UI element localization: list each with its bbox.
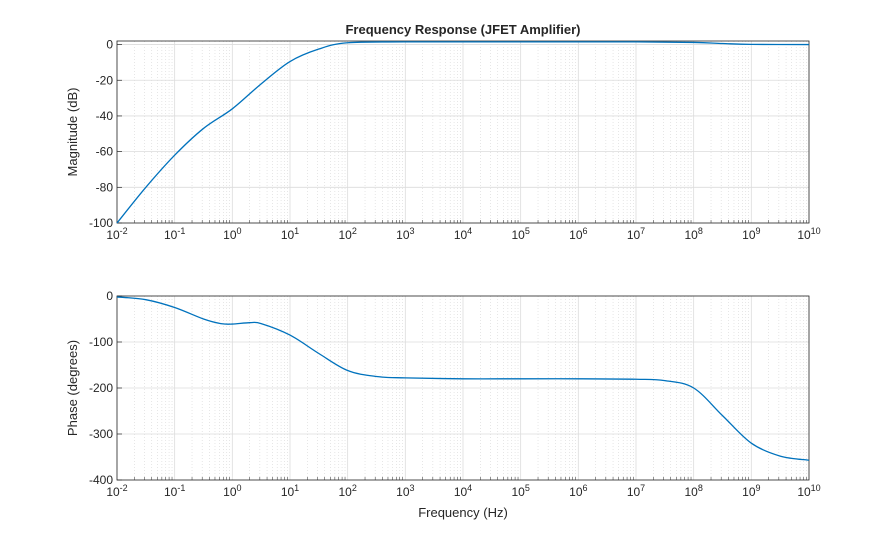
series-line-phase [116, 296, 810, 461]
axes-2: 10-2 10-1 100 101 102 103 104 105 106 107 108 109 10… [65, 289, 821, 520]
x-tick-label: 101 [281, 226, 299, 242]
x-axis-label: Frequency (Hz) [418, 505, 508, 520]
y-tick-label: 0 [106, 38, 113, 52]
x-tick-label: 10-2 [106, 483, 127, 499]
x-tick-label: 10-1 [164, 226, 185, 242]
x-tick-label: 1010 [797, 483, 820, 499]
x-tick-label: 102 [338, 483, 356, 499]
y-tick-label: -80 [96, 180, 114, 194]
y-tick-label: -100 [89, 216, 113, 230]
y-tick-label: -100 [89, 335, 113, 349]
x-tick-label: 103 [396, 483, 414, 499]
x-tick-label: 104 [454, 483, 472, 499]
y-tick-label: 0 [106, 289, 113, 303]
y-axis-label: Phase (degrees) [65, 340, 80, 436]
axes-box [116, 40, 810, 224]
y-tick-label: -300 [89, 427, 113, 441]
y-tick-label: -400 [89, 473, 113, 487]
axes-1: 10-2 10-1 100 101 102 103 104 105 106 107 108 109 10… [65, 22, 821, 242]
y-tick-label: -200 [89, 381, 113, 395]
y-tick-label: -60 [96, 145, 114, 159]
x-tick-label: 101 [281, 483, 299, 499]
series-line-magnitude [116, 41, 810, 224]
axes-box [116, 295, 810, 481]
x-tick-label: 100 [223, 483, 241, 499]
x-tick-label: 10-1 [164, 483, 185, 499]
y-tick-label: -20 [96, 73, 114, 87]
chart-title: Frequency Response (JFET Amplifier) [345, 22, 580, 37]
x-tick-label: 109 [742, 226, 760, 242]
x-tick-label: 107 [627, 226, 645, 242]
x-tick-label: 108 [684, 226, 702, 242]
x-tick-label: 106 [569, 483, 587, 499]
x-tick-label: 105 [511, 226, 529, 242]
x-tick-label: 107 [627, 483, 645, 499]
x-tick-label: 105 [511, 483, 529, 499]
x-tick-label: 106 [569, 226, 587, 242]
y-axis-label: Magnitude (dB) [65, 88, 80, 177]
x-tick-label: 1010 [797, 226, 820, 242]
x-tick-label: 109 [742, 483, 760, 499]
x-tick-label: 10-2 [106, 226, 127, 242]
x-tick-label: 108 [684, 483, 702, 499]
x-tick-label: 104 [454, 226, 472, 242]
y-tick-label: -40 [96, 109, 114, 123]
x-tick-label: 103 [396, 226, 414, 242]
x-tick-label: 102 [338, 226, 356, 242]
x-tick-label: 100 [223, 226, 241, 242]
